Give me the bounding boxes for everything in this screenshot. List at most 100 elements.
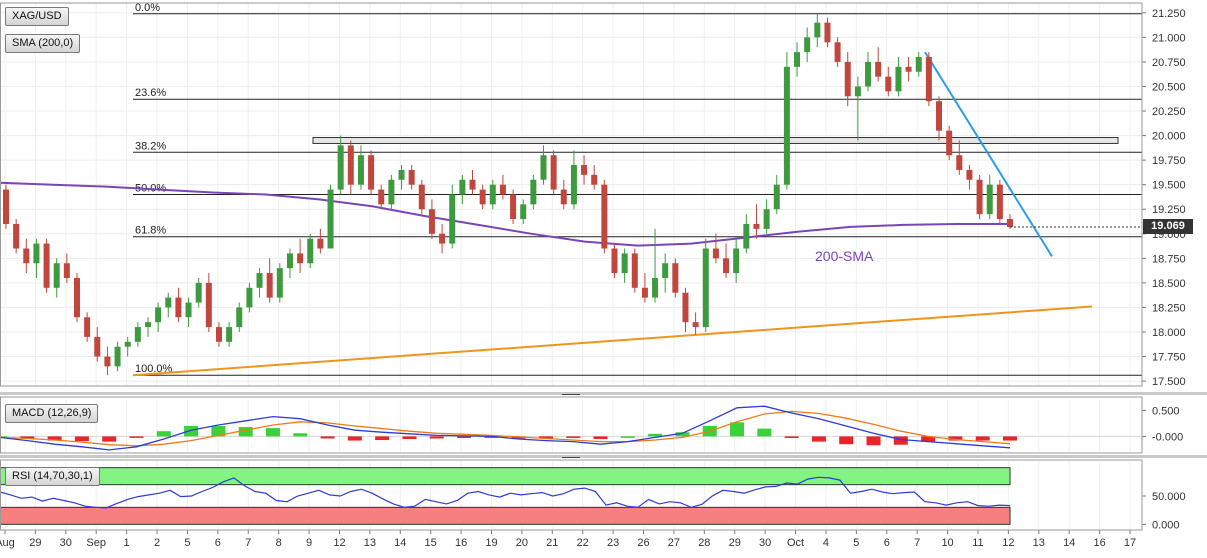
candle-body xyxy=(966,169,973,180)
time-tick-label: 16 xyxy=(1093,537,1105,549)
candle-body xyxy=(33,243,40,264)
macd-panel: 0.500 -0.000 xyxy=(0,405,1183,451)
candle-body xyxy=(692,322,699,328)
candle-body xyxy=(1007,219,1013,228)
instrument-badge[interactable]: XAG/USD xyxy=(5,7,69,26)
sma-indicator-badge[interactable]: SMA (200,0) xyxy=(5,34,81,53)
candle-body xyxy=(570,165,577,205)
candle-body xyxy=(185,302,192,318)
price-tick-label: 21.250 xyxy=(1152,8,1186,20)
candle-body xyxy=(489,184,496,205)
macd-histogram-bar xyxy=(402,436,417,439)
candle-body xyxy=(712,248,719,259)
candle-body xyxy=(540,155,547,180)
candle-body xyxy=(550,155,557,190)
macd-histogram-bar xyxy=(757,428,772,437)
candle-body xyxy=(459,179,466,195)
candle-body xyxy=(885,76,892,92)
macd-histogram-bar xyxy=(675,432,690,437)
candle-body xyxy=(641,287,648,298)
candle-body xyxy=(895,66,902,92)
time-axis: Aug2930Sep125678912131415161920212223262… xyxy=(0,530,1136,549)
candle-body xyxy=(682,292,689,323)
sma-indicator-label: SMA (200,0) xyxy=(12,37,74,49)
rsi-indicator-badge[interactable]: RSI (14,70,30,1) xyxy=(5,467,100,486)
candle-body xyxy=(946,130,953,156)
macd-histogram-bar xyxy=(620,436,635,438)
candle-body xyxy=(449,194,456,244)
candle-body xyxy=(439,233,446,244)
candle-body xyxy=(794,52,801,67)
time-tick-label: 29 xyxy=(729,537,741,549)
rsi-panel: 50.000 0.000 xyxy=(0,467,1186,531)
macd-histogram-bar xyxy=(429,436,444,439)
time-tick-label: 12 xyxy=(333,537,345,549)
time-tick-label: 6 xyxy=(884,537,890,549)
current-price-value: 19.069 xyxy=(1151,220,1185,232)
price-tick-label: 18.000 xyxy=(1152,327,1186,339)
time-tick-label: 11 xyxy=(972,537,983,549)
candle-body xyxy=(996,184,1003,220)
macd-histogram-bar xyxy=(811,436,826,442)
macd-histogram-bar xyxy=(320,436,335,439)
candle-body xyxy=(621,253,628,274)
candle-body xyxy=(428,209,435,234)
sma-200: 200-SMA xyxy=(0,181,1010,264)
candle-body xyxy=(702,248,709,328)
rsi-overbought-band xyxy=(0,467,1011,486)
candle-body xyxy=(743,223,750,249)
candle-body xyxy=(317,238,324,249)
resistance-zone xyxy=(312,137,1119,144)
macd-histogram-bar xyxy=(866,436,881,446)
instrument-label: XAG/USD xyxy=(12,10,62,22)
candle-body xyxy=(276,268,283,298)
candle-body xyxy=(611,248,618,274)
candle-body xyxy=(84,317,91,337)
rsi-oversold-band xyxy=(0,506,1011,525)
macd-histogram-bar xyxy=(47,436,62,441)
macd-histogram-bar xyxy=(293,433,308,437)
price-tick-label: 21.000 xyxy=(1152,32,1186,44)
rsi-panel-divider[interactable] xyxy=(0,455,1207,458)
current-price-tag: 19.069 xyxy=(1143,219,1193,234)
candle-body xyxy=(773,184,780,210)
candle-body xyxy=(956,155,963,170)
macd-indicator-badge[interactable]: MACD (12,26,9) xyxy=(5,404,99,423)
macd-histogram-bar xyxy=(1003,436,1017,441)
time-tick-label: 27 xyxy=(668,537,680,549)
price-tick-label: 18.750 xyxy=(1152,253,1186,265)
candle-body xyxy=(175,297,182,318)
rsi-divider-grip[interactable] xyxy=(562,457,580,458)
macd-histogram-bar xyxy=(211,426,226,437)
macd-divider-grip[interactable] xyxy=(562,394,580,395)
time-tick-label: 30 xyxy=(759,537,771,549)
panel-frames xyxy=(0,2,1143,531)
main-grid xyxy=(0,3,1142,530)
macd-histogram-bar xyxy=(484,436,499,438)
macd-histogram-bar xyxy=(948,436,963,441)
candle-body xyxy=(63,263,70,278)
time-tick-label: 20 xyxy=(516,537,528,549)
candle-body xyxy=(530,179,537,205)
price-axis: 17.500 17.750 18.000 18.250 18.500 18.750 19.0… xyxy=(1142,8,1186,388)
candle-body xyxy=(499,184,506,195)
candle-body xyxy=(763,209,770,229)
macd-histogram-bar xyxy=(730,422,745,437)
trendlines xyxy=(132,51,1093,377)
macd-histogram-bar xyxy=(893,436,908,445)
candle-body xyxy=(510,194,517,220)
time-tick-label: 19 xyxy=(485,537,497,549)
candle-body xyxy=(13,223,20,249)
sma-200-line xyxy=(0,181,1010,247)
candle-body xyxy=(205,282,212,328)
macd-histogram-bar xyxy=(839,436,854,445)
macd-panel-divider[interactable] xyxy=(0,392,1207,395)
candle-body xyxy=(337,145,344,190)
candle-body xyxy=(783,66,790,185)
time-tick-label: 22 xyxy=(577,537,589,549)
price-tick-label: 18.250 xyxy=(1152,302,1186,314)
rsi-tick-label: 50.000 xyxy=(1152,491,1186,503)
macd-histogram-bar xyxy=(975,436,990,441)
candle-body xyxy=(936,101,943,131)
rsi-tick-label: 0.000 xyxy=(1152,519,1180,531)
